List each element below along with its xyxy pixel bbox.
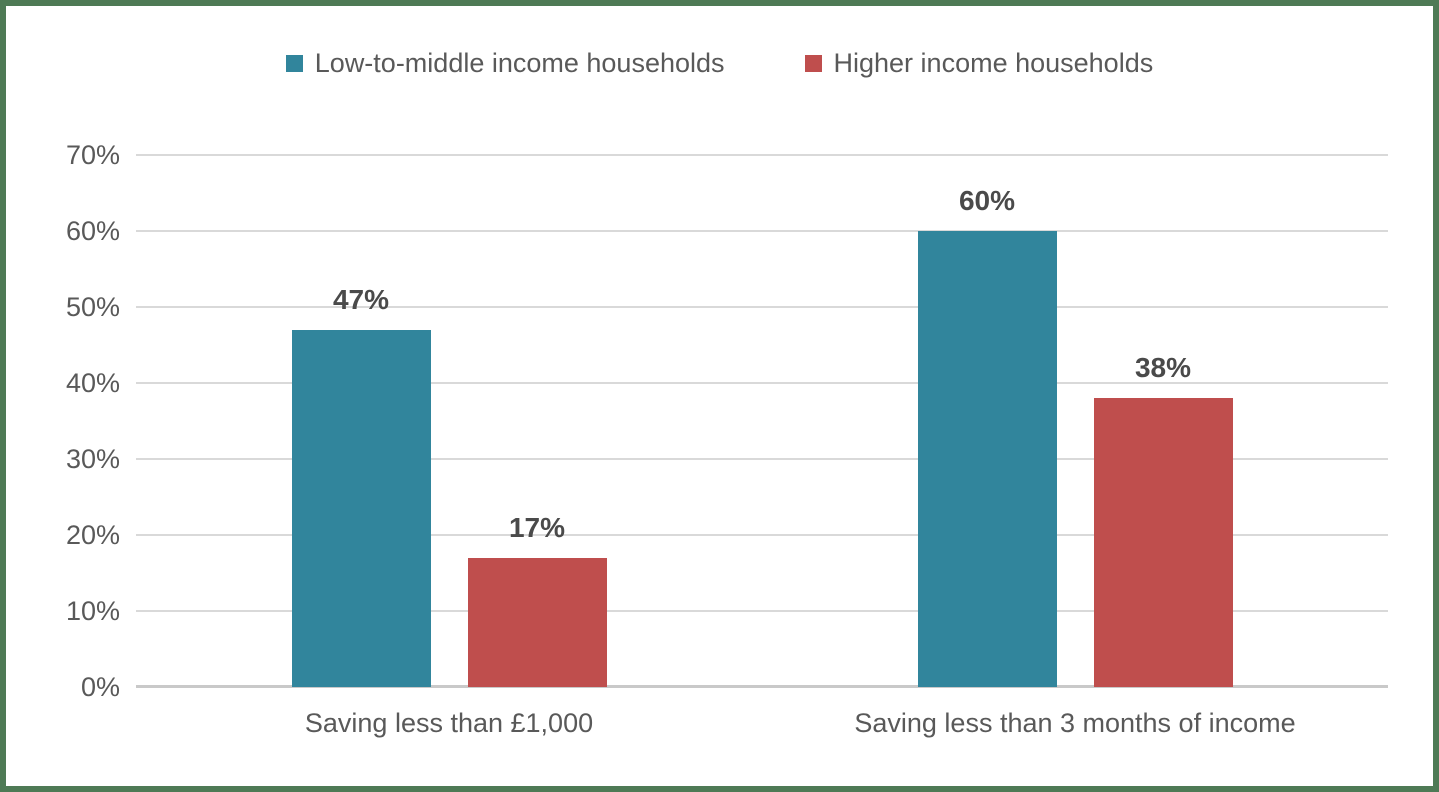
bar-higher-income-cat2 <box>1093 398 1233 687</box>
y-tick-label: 10% <box>65 596 120 626</box>
data-label: 60% <box>958 185 1016 216</box>
legend-label-higher-income: Higher income households <box>833 48 1154 78</box>
gridline <box>136 534 1388 536</box>
gridline <box>136 230 1388 232</box>
gridline <box>136 610 1388 612</box>
legend-item-higher-income: Higher income households <box>804 46 1154 80</box>
gridline <box>136 306 1388 308</box>
y-tick-label: 40% <box>65 368 120 398</box>
bar-low-to-middle-cat1 <box>291 329 431 687</box>
x-axis-line <box>136 685 1388 688</box>
legend-item-low-to-middle: Low-to-middle income households <box>285 46 725 80</box>
category-label: Saving less than 3 months of income <box>854 708 1296 738</box>
bar-low-to-middle-cat2 <box>917 231 1057 687</box>
legend-label-low-to-middle: Low-to-middle income households <box>314 48 725 78</box>
y-tick-label: 0% <box>80 672 120 702</box>
data-label: 38% <box>1134 352 1192 384</box>
legend-swatch-low-to-middle <box>285 54 303 72</box>
y-tick-label: 30% <box>65 444 120 474</box>
gridline <box>136 458 1388 460</box>
y-tick-label: 20% <box>65 520 120 550</box>
gridline <box>136 154 1388 156</box>
data-label: 47% <box>332 283 390 315</box>
bar-higher-income-cat1 <box>467 557 607 687</box>
gridline <box>136 382 1388 384</box>
legend-swatch-higher-income <box>804 54 822 72</box>
y-tick-label: 50% <box>65 292 120 322</box>
y-tick-label: 70% <box>65 140 120 170</box>
data-label: 17% <box>508 511 566 543</box>
category-label: Saving less than £1,000 <box>304 708 594 738</box>
legend: Low-to-middle income households Higher i… <box>6 46 1433 80</box>
plot-area: 47% 17% 60% 38% <box>136 154 1388 688</box>
y-tick-label: 60% <box>65 216 120 246</box>
